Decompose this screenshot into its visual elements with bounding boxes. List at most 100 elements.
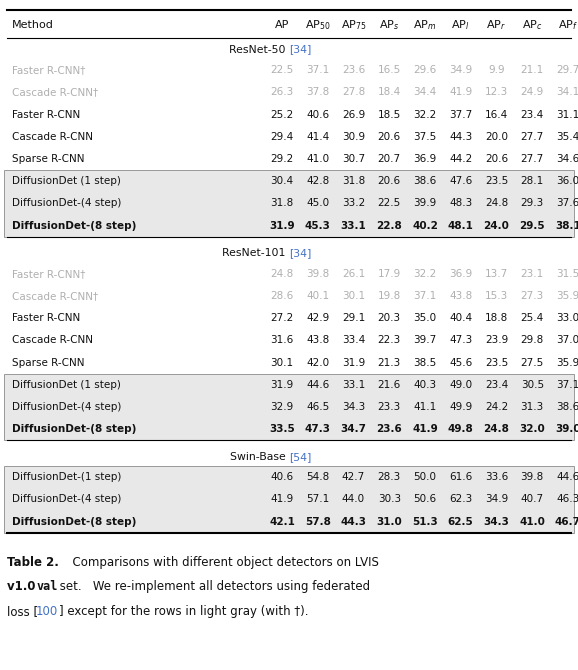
Text: 36.9: 36.9 bbox=[449, 269, 472, 279]
Text: 37.0: 37.0 bbox=[557, 335, 578, 345]
Text: DiffusionDet (1 step): DiffusionDet (1 step) bbox=[12, 176, 121, 186]
Text: 32.9: 32.9 bbox=[271, 402, 294, 412]
Text: AP$_{50}$: AP$_{50}$ bbox=[305, 19, 331, 32]
Text: 33.4: 33.4 bbox=[342, 335, 365, 345]
Text: 43.8: 43.8 bbox=[449, 291, 472, 301]
Text: 27.7: 27.7 bbox=[521, 132, 544, 141]
Text: 40.2: 40.2 bbox=[412, 220, 438, 230]
Bar bbox=[4, 466, 574, 533]
Text: 34.7: 34.7 bbox=[340, 424, 366, 434]
Text: 34.1: 34.1 bbox=[557, 87, 578, 97]
Text: DiffusionDet-(8 step): DiffusionDet-(8 step) bbox=[12, 220, 136, 230]
Text: 40.6: 40.6 bbox=[306, 109, 329, 119]
Text: 42.9: 42.9 bbox=[306, 313, 329, 323]
Text: 37.6: 37.6 bbox=[557, 198, 578, 208]
Text: 41.0: 41.0 bbox=[306, 154, 329, 164]
Text: 20.0: 20.0 bbox=[485, 132, 508, 141]
Text: 20.3: 20.3 bbox=[377, 313, 401, 323]
Text: 24.8: 24.8 bbox=[271, 269, 294, 279]
Text: 38.6: 38.6 bbox=[557, 402, 578, 412]
Text: 42.8: 42.8 bbox=[306, 176, 329, 186]
Text: 33.5: 33.5 bbox=[269, 424, 295, 434]
Text: 29.6: 29.6 bbox=[413, 65, 436, 75]
Text: Cascade R-CNN: Cascade R-CNN bbox=[12, 132, 93, 141]
Text: 13.7: 13.7 bbox=[485, 269, 508, 279]
Text: Faster R-CNN: Faster R-CNN bbox=[12, 313, 80, 323]
Text: 9.9: 9.9 bbox=[488, 65, 505, 75]
Text: 21.3: 21.3 bbox=[377, 358, 401, 368]
Text: Faster R-CNN: Faster R-CNN bbox=[12, 109, 80, 119]
Text: 23.5: 23.5 bbox=[485, 176, 508, 186]
Text: 32.2: 32.2 bbox=[413, 109, 436, 119]
Text: 40.1: 40.1 bbox=[306, 291, 329, 301]
Text: 44.6: 44.6 bbox=[557, 472, 578, 482]
Text: 33.1: 33.1 bbox=[340, 220, 366, 230]
Text: 39.0: 39.0 bbox=[555, 424, 578, 434]
Text: [54]: [54] bbox=[289, 452, 312, 462]
Text: 33.6: 33.6 bbox=[485, 472, 508, 482]
Text: 20.7: 20.7 bbox=[377, 154, 401, 164]
Text: 20.6: 20.6 bbox=[377, 132, 401, 141]
Text: 34.6: 34.6 bbox=[557, 154, 578, 164]
Text: 47.3: 47.3 bbox=[449, 335, 472, 345]
Text: 26.3: 26.3 bbox=[271, 87, 294, 97]
Text: DiffusionDet-(8 step): DiffusionDet-(8 step) bbox=[12, 424, 136, 434]
Text: 39.8: 39.8 bbox=[306, 269, 329, 279]
Text: 44.6: 44.6 bbox=[306, 380, 329, 390]
Text: AP$_c$: AP$_c$ bbox=[522, 19, 543, 32]
Text: 26.9: 26.9 bbox=[342, 109, 365, 119]
Text: AP$_s$: AP$_s$ bbox=[379, 19, 399, 32]
Text: 24.0: 24.0 bbox=[484, 220, 509, 230]
Text: 40.4: 40.4 bbox=[449, 313, 472, 323]
Text: 30.1: 30.1 bbox=[271, 358, 294, 368]
Text: 48.1: 48.1 bbox=[448, 220, 474, 230]
Text: set.   We re-implement all detectors using federated: set. We re-implement all detectors using… bbox=[56, 580, 370, 594]
Text: AP$_m$: AP$_m$ bbox=[413, 19, 437, 32]
Text: 33.2: 33.2 bbox=[342, 198, 365, 208]
Text: 31.6: 31.6 bbox=[271, 335, 294, 345]
Text: Comparisons with different object detectors on LVIS: Comparisons with different object detect… bbox=[65, 556, 379, 569]
Text: 38.1: 38.1 bbox=[555, 220, 578, 230]
Text: 27.8: 27.8 bbox=[342, 87, 365, 97]
Text: 41.0: 41.0 bbox=[519, 517, 545, 527]
Text: 23.3: 23.3 bbox=[377, 402, 401, 412]
Text: 41.9: 41.9 bbox=[449, 87, 472, 97]
Text: 31.5: 31.5 bbox=[557, 269, 578, 279]
Text: 30.4: 30.4 bbox=[271, 176, 294, 186]
Text: 47.6: 47.6 bbox=[449, 176, 472, 186]
Text: 29.7: 29.7 bbox=[557, 65, 578, 75]
Bar bbox=[4, 374, 574, 440]
Text: 35.9: 35.9 bbox=[557, 358, 578, 368]
Text: 38.5: 38.5 bbox=[413, 358, 436, 368]
Text: [34]: [34] bbox=[289, 248, 312, 258]
Text: 40.6: 40.6 bbox=[271, 472, 294, 482]
Text: 48.3: 48.3 bbox=[449, 198, 472, 208]
Text: 27.3: 27.3 bbox=[521, 291, 544, 301]
Text: 30.3: 30.3 bbox=[377, 494, 401, 505]
Text: 31.3: 31.3 bbox=[521, 402, 544, 412]
Text: Sparse R-CNN: Sparse R-CNN bbox=[12, 154, 84, 164]
Text: 47.3: 47.3 bbox=[305, 424, 331, 434]
Text: 23.6: 23.6 bbox=[376, 424, 402, 434]
Text: 36.9: 36.9 bbox=[413, 154, 436, 164]
Text: 21.1: 21.1 bbox=[521, 65, 544, 75]
Text: DiffusionDet-(4 step): DiffusionDet-(4 step) bbox=[12, 198, 121, 208]
Text: 32.0: 32.0 bbox=[520, 424, 545, 434]
Text: DiffusionDet-(8 step): DiffusionDet-(8 step) bbox=[12, 517, 136, 527]
Text: 22.5: 22.5 bbox=[377, 198, 401, 208]
Text: AP: AP bbox=[275, 20, 289, 30]
Text: Cascade R-CNN: Cascade R-CNN bbox=[12, 335, 93, 345]
Text: 18.5: 18.5 bbox=[377, 109, 401, 119]
Text: 34.4: 34.4 bbox=[413, 87, 436, 97]
Text: 24.9: 24.9 bbox=[521, 87, 544, 97]
Text: 39.7: 39.7 bbox=[413, 335, 436, 345]
Text: 35.9: 35.9 bbox=[557, 291, 578, 301]
Text: 24.8: 24.8 bbox=[484, 424, 509, 434]
Text: 46.3: 46.3 bbox=[557, 494, 578, 505]
Text: 38.6: 38.6 bbox=[413, 176, 436, 186]
Text: 29.4: 29.4 bbox=[271, 132, 294, 141]
Text: 41.9: 41.9 bbox=[271, 494, 294, 505]
Bar bbox=[4, 170, 574, 237]
Text: 23.5: 23.5 bbox=[485, 358, 508, 368]
Text: 23.1: 23.1 bbox=[521, 269, 544, 279]
